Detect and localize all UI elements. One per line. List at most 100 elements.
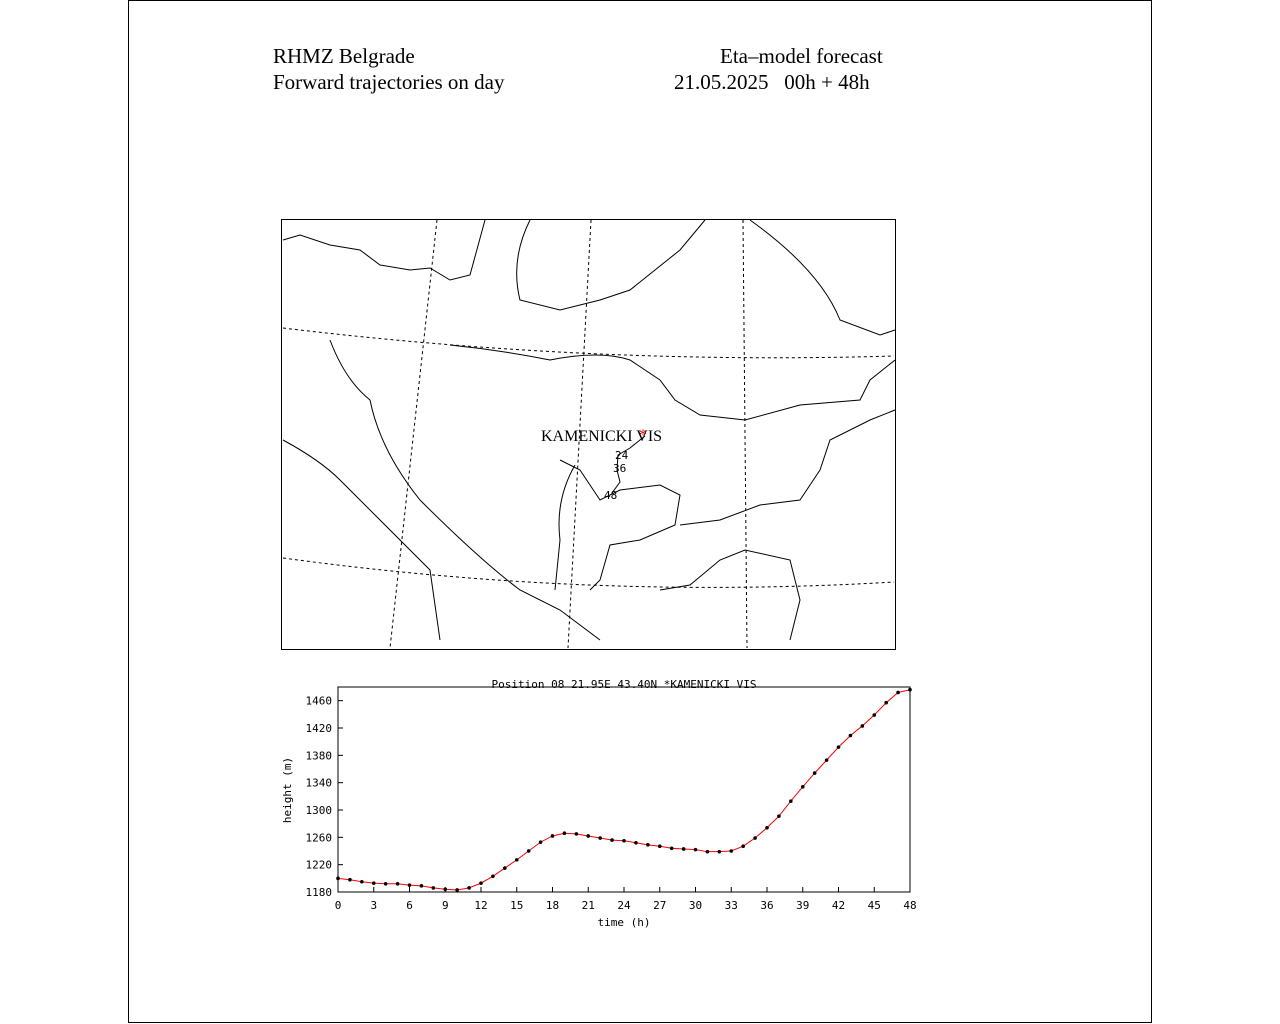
- point: [431, 886, 436, 890]
- coast: [329, 339, 601, 641]
- coast: [282, 439, 441, 641]
- x-tick-label: 42: [832, 899, 845, 912]
- hour-label: 48: [604, 489, 617, 502]
- x-tick-label: 3: [370, 899, 377, 912]
- border: [679, 409, 896, 526]
- point: [371, 881, 376, 885]
- y-tick-label: 1380: [306, 749, 333, 762]
- point: [789, 799, 793, 803]
- chart-title: Position 08 21.95E 43.40N *KAMENICKI VIS: [492, 678, 757, 691]
- map-frame: [281, 219, 896, 650]
- border: [282, 219, 486, 281]
- trajectory: [611, 435, 646, 494]
- point: [765, 825, 769, 830]
- graticule: [742, 219, 748, 649]
- x-tick-label: 15: [510, 899, 523, 912]
- map: * KAMENICKI VIS 24 36 48: [281, 219, 896, 650]
- x-tick-label: 21: [582, 899, 595, 912]
- point: [693, 847, 698, 852]
- point: [360, 879, 364, 884]
- point: [395, 882, 400, 886]
- point: [753, 836, 757, 840]
- point: [681, 847, 686, 851]
- point: [526, 849, 531, 853]
- x-tick-label: 45: [868, 899, 881, 912]
- subtitle: Forward trajectories on day: [273, 70, 505, 94]
- point: [634, 841, 638, 845]
- y-tick-label: 1340: [306, 777, 333, 790]
- point: [824, 758, 829, 762]
- border: [559, 459, 681, 591]
- x-tick-label: 33: [725, 899, 738, 912]
- x-tick-label: 24: [617, 899, 631, 912]
- x-tick-label: 9: [442, 899, 449, 912]
- point: [538, 840, 543, 844]
- point: [729, 849, 734, 853]
- point: [407, 883, 412, 887]
- point: [443, 887, 448, 892]
- x-tick-label: 18: [546, 899, 559, 912]
- hour-label: 36: [613, 462, 626, 475]
- hour-label: 24: [615, 449, 629, 462]
- point: [491, 874, 495, 879]
- station-label: KAMENICKI VIS: [541, 428, 662, 445]
- point: [562, 831, 567, 836]
- point: [812, 771, 817, 775]
- point: [860, 724, 865, 728]
- point: [848, 733, 853, 738]
- y-tick-label: 1300: [306, 804, 333, 817]
- station-marker: *: [639, 427, 647, 444]
- point: [884, 700, 888, 705]
- point: [908, 687, 912, 692]
- org: RHMZ Belgrade: [273, 44, 415, 68]
- border: [449, 344, 896, 421]
- point: [336, 876, 340, 881]
- x-tick-label: 30: [689, 899, 702, 912]
- point: [514, 858, 519, 862]
- coast: [659, 549, 801, 641]
- y-tick-label: 1460: [306, 695, 333, 708]
- point: [646, 843, 650, 847]
- point: [610, 838, 614, 842]
- point: [586, 834, 591, 838]
- point: [896, 690, 900, 695]
- point: [467, 886, 471, 890]
- border: [554, 464, 576, 591]
- border: [516, 219, 706, 311]
- x-axis-label: time (h): [598, 916, 651, 929]
- graticule: [282, 557, 895, 588]
- y-tick-label: 1180: [306, 886, 333, 899]
- y-axis-label: height (m): [281, 757, 294, 823]
- y-tick-label: 1420: [306, 722, 333, 735]
- point: [503, 866, 507, 870]
- point: [622, 838, 626, 843]
- point: [657, 844, 662, 849]
- x-tick-label: 0: [335, 899, 342, 912]
- frame: [128, 0, 1152, 1023]
- x-tick-label: 36: [760, 899, 773, 912]
- point: [479, 881, 483, 885]
- point: [717, 849, 722, 854]
- date: 21.05.2025 00h + 48h: [674, 70, 870, 94]
- x-tick-label: 39: [796, 899, 809, 912]
- point: [419, 884, 424, 888]
- x-tick-label: 6: [406, 899, 413, 912]
- point: [598, 836, 602, 840]
- x-tick-label: 12: [474, 899, 487, 912]
- point: [550, 834, 555, 838]
- point: [669, 846, 674, 851]
- point: [800, 784, 805, 789]
- x-tick-label: 27: [653, 899, 666, 912]
- point: [348, 877, 352, 882]
- y-tick-label: 1260: [306, 831, 333, 844]
- border: [749, 219, 896, 336]
- point: [705, 849, 710, 854]
- model: Eta–model forecast: [720, 44, 883, 68]
- point: [872, 713, 877, 717]
- y-tick-label: 1220: [306, 859, 333, 872]
- point: [574, 832, 579, 836]
- point: [455, 888, 459, 892]
- point: [836, 745, 841, 749]
- point: [777, 814, 781, 818]
